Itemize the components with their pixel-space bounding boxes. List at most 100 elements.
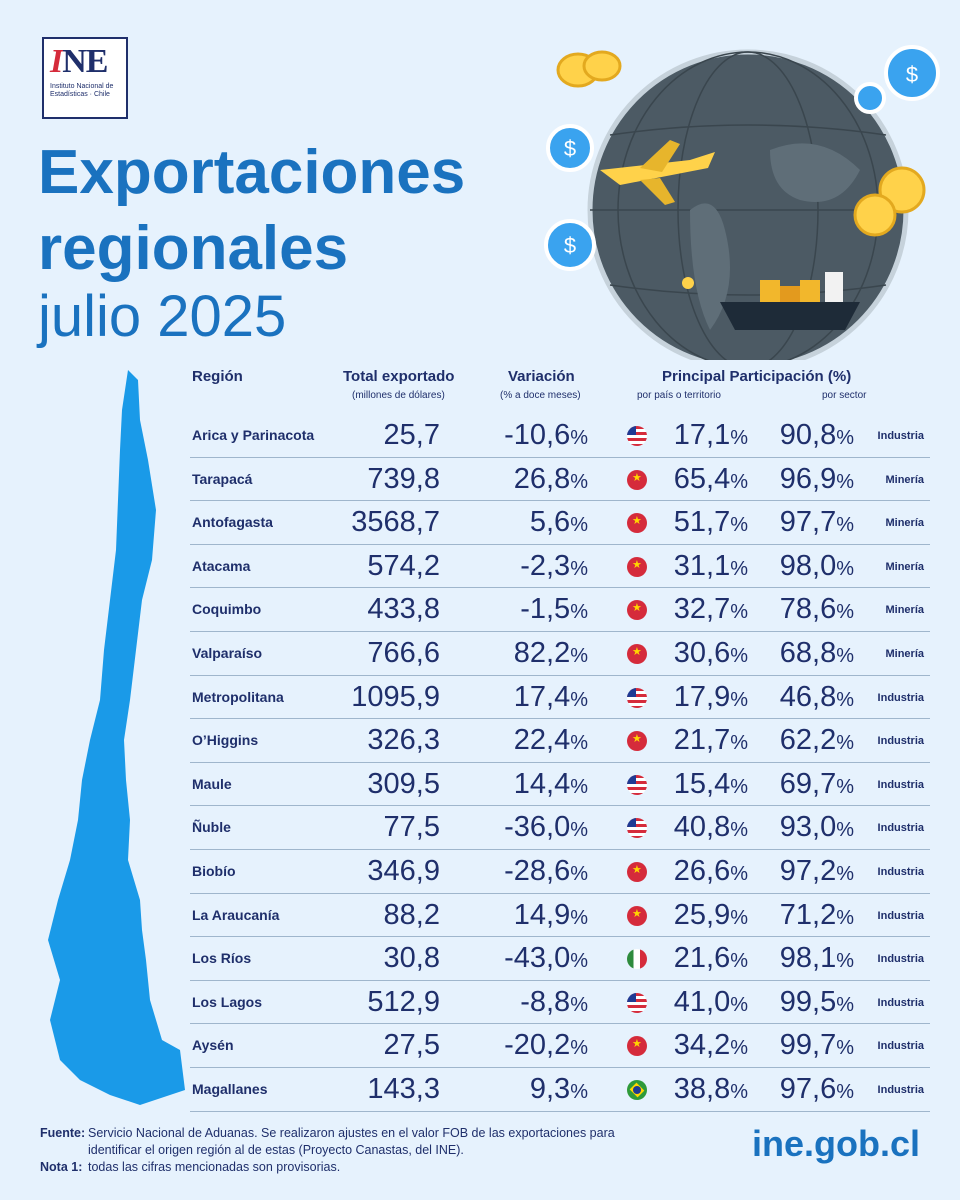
fuente-text-1: Servicio Nacional de Aduanas. Se realiza… <box>88 1126 615 1140</box>
sector-name: Industria <box>877 778 924 791</box>
header-pais-sub: por país o territorio <box>637 390 721 401</box>
china-flag-icon <box>627 731 647 752</box>
country-share: 26,6% <box>673 854 748 887</box>
table-row: Ñuble 77,5 -36,0% 40,8% 93,0% Industria <box>190 806 930 850</box>
airplane-icon <box>600 140 715 205</box>
region-name: Valparaíso <box>192 644 263 661</box>
total-exported: 309,5 <box>367 767 440 800</box>
sector-share: 62,2% <box>779 724 854 757</box>
variation-value: 14,9% <box>513 898 588 931</box>
region-name: Arica y Parinacota <box>192 427 315 443</box>
country-share: 51,7% <box>673 506 748 539</box>
ine-logo: INE Instituto Nacional de Estadísticas ·… <box>42 37 128 119</box>
variation-value: 17,4% <box>513 680 588 713</box>
china-flag-icon <box>627 469 647 490</box>
variation-value: -2,3% <box>520 549 588 582</box>
region-name: Maule <box>192 775 232 792</box>
sector-name: Industria <box>877 909 924 922</box>
table-row: Biobío 346,9 -28,6% 26,6% 97,2% Industria <box>190 850 930 894</box>
china-flag-icon <box>627 556 647 577</box>
svg-text:$: $ <box>906 62 918 87</box>
sector-share: 97,6% <box>779 1072 854 1105</box>
region-name: Aysén <box>192 1037 234 1054</box>
country-share: 38,8% <box>673 1072 748 1105</box>
nota-label: Nota 1: <box>40 1160 83 1174</box>
title-line-3: julio 2025 <box>38 284 287 349</box>
total-exported: 739,8 <box>367 462 440 495</box>
logo-line-2: Estadísticas · Chile <box>50 91 110 98</box>
total-exported: 766,6 <box>367 636 440 669</box>
sector-name: Minería <box>885 473 924 486</box>
title-line-2: regionales <box>38 214 349 283</box>
table-row: Magallanes 143,3 9,3% 38,8% 97,6% Industria <box>190 1068 930 1112</box>
region-name: La Araucanía <box>192 906 280 923</box>
region-name: Metropolitana <box>192 688 284 705</box>
country-share: 17,9% <box>673 680 748 713</box>
total-exported: 346,9 <box>367 854 440 887</box>
svg-text:$: $ <box>564 233 576 258</box>
sector-name: Industria <box>877 735 924 748</box>
china-flag-icon <box>627 600 647 621</box>
variation-value: 9,3% <box>529 1072 588 1105</box>
region-name: Los Lagos <box>192 993 263 1010</box>
sector-name: Industria <box>877 865 924 878</box>
country-share: 31,1% <box>673 549 748 582</box>
table-row: Tarapacá 739,8 26,8% 65,4% 96,9% Minería <box>190 458 930 502</box>
table-row: Metropolitana 1095,9 17,4% 17,9% 46,8% Indust… <box>190 676 930 720</box>
region-name: Atacama <box>192 557 251 574</box>
total-exported: 512,9 <box>367 985 440 1018</box>
cargo-ship-icon <box>720 272 860 330</box>
country-share: 15,4% <box>673 767 748 800</box>
sector-share: 46,8% <box>779 680 854 713</box>
sector-share: 69,7% <box>779 767 854 800</box>
variation-value: -28,6% <box>504 854 588 887</box>
sector-share: 93,0% <box>779 811 854 844</box>
sector-name: Minería <box>885 604 924 617</box>
header-total: Total exportado <box>343 368 455 385</box>
fuente-label: Fuente: <box>40 1126 86 1140</box>
logo-subtitle: Instituto Nacional de Estadísticas · Chi… <box>50 83 120 99</box>
total-exported: 25,7 <box>383 419 440 451</box>
country-share: 21,7% <box>673 724 748 757</box>
location-pin-icon <box>682 277 694 289</box>
sector-share: 97,2% <box>779 854 854 887</box>
china-flag-icon <box>627 1036 647 1057</box>
china-flag-icon <box>627 643 647 664</box>
sector-share: 99,7% <box>779 1029 854 1062</box>
country-share: 65,4% <box>673 462 748 495</box>
region-name: Tarapacá <box>192 470 253 487</box>
table-row: Atacama 574,2 -2,3% 31,1% 98,0% Minería <box>190 545 930 589</box>
variation-value: 22,4% <box>513 724 588 757</box>
logo-mark-ne: NE <box>62 43 108 80</box>
total-exported: 3568,7 <box>351 506 440 539</box>
footer-notes: Fuente: Servicio Nacional de Aduanas. Se … <box>40 1125 615 1176</box>
header-total-sub: (millones de dólares) <box>352 390 445 401</box>
table-row: Valparaíso 766,6 82,2% 30,6% 68,8% Minería <box>190 632 930 676</box>
usa-flag-icon <box>627 687 647 708</box>
header-region: Región <box>192 368 243 385</box>
sector-share: 98,1% <box>779 942 854 975</box>
sector-share: 90,8% <box>779 419 854 451</box>
sector-share: 97,7% <box>779 506 854 539</box>
variation-value: 5,6% <box>529 506 588 539</box>
logo-line-1: Instituto Nacional de <box>50 83 114 90</box>
region-name: Coquimbo <box>192 601 262 618</box>
usa-flag-icon <box>627 774 647 795</box>
header-sector-sub: por sector <box>822 390 867 401</box>
variation-value: 26,8% <box>513 462 588 495</box>
region-name: Magallanes <box>192 1080 268 1097</box>
variation-value: -36,0% <box>504 811 588 844</box>
country-share: 17,1% <box>673 419 748 451</box>
usa-flag-icon <box>627 426 647 446</box>
region-name: Ñuble <box>192 819 231 836</box>
header-principal: Principal Participación (%) <box>662 368 852 385</box>
total-exported: 30,8 <box>383 942 440 975</box>
table-row: Aysén 27,5 -20,2% 34,2% 99,7% Industria <box>190 1024 930 1068</box>
sector-share: 78,6% <box>779 593 854 626</box>
variation-value: -20,2% <box>504 1029 588 1062</box>
region-name: Antofagasta <box>192 514 273 531</box>
region-name: O’Higgins <box>192 732 259 749</box>
website-link[interactable]: ine.gob.cl <box>751 1123 920 1164</box>
variation-value: 14,4% <box>513 767 588 800</box>
sector-share: 99,5% <box>779 985 854 1018</box>
